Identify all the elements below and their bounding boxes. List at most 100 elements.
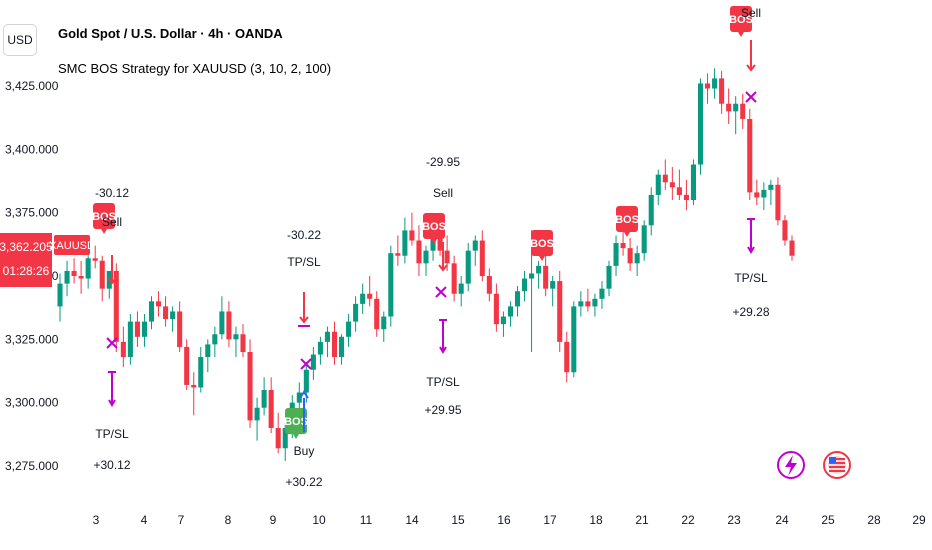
candle-body bbox=[775, 184, 781, 221]
candle-body bbox=[374, 298, 380, 330]
candle bbox=[613, 235, 619, 276]
bos-badge-label: BOS bbox=[284, 416, 308, 428]
x-tick-label: 25 bbox=[821, 513, 835, 527]
candle-body bbox=[78, 276, 84, 279]
bos-badge-bg bbox=[531, 230, 553, 256]
tp-marker bbox=[747, 218, 755, 254]
candle bbox=[444, 235, 450, 271]
candle bbox=[134, 311, 140, 347]
y-tick-label: 3,325.000 bbox=[5, 332, 59, 346]
candle-body bbox=[543, 265, 549, 289]
candle-body bbox=[507, 306, 513, 317]
candle bbox=[423, 245, 429, 276]
bos-badge: BOS bbox=[422, 213, 446, 244]
candle bbox=[374, 291, 380, 337]
candle bbox=[789, 235, 795, 261]
candle bbox=[240, 324, 246, 358]
tp-marker bbox=[439, 319, 447, 354]
candle bbox=[310, 346, 316, 380]
candle-body bbox=[296, 392, 302, 403]
bar-countdown: 01:28:26 bbox=[3, 264, 50, 278]
candle-body bbox=[233, 334, 239, 340]
candle-body bbox=[148, 301, 155, 322]
bos-badge: BOS bbox=[530, 230, 554, 261]
candle-body bbox=[458, 283, 464, 294]
candle bbox=[550, 276, 556, 307]
y-tick-label: 3,300.000 bbox=[5, 396, 59, 410]
candle-body bbox=[789, 240, 795, 256]
signals: -30.12BOSSellTP/SL+30.12BOSBuy+30.22-30.… bbox=[92, 6, 770, 489]
currency-selector[interactable]: USD bbox=[3, 24, 37, 56]
sell-arrow bbox=[438, 242, 448, 272]
lightning-icon[interactable] bbox=[777, 451, 805, 479]
candle-body bbox=[522, 278, 528, 292]
candle-body bbox=[395, 253, 401, 256]
bos-badge: BOS bbox=[284, 408, 308, 439]
signal-pnl: -30.12 bbox=[95, 186, 129, 200]
x-tick-label: 15 bbox=[451, 513, 465, 527]
y-tick-label: 3,275.000 bbox=[5, 459, 59, 473]
bos-badge: BOS bbox=[615, 206, 639, 237]
candle bbox=[381, 311, 387, 342]
candle-body bbox=[317, 341, 323, 355]
candle-body bbox=[346, 321, 352, 337]
candle bbox=[113, 263, 119, 352]
candle-body bbox=[247, 352, 253, 421]
candle bbox=[564, 331, 570, 383]
candle bbox=[346, 314, 352, 347]
candle-body bbox=[782, 220, 788, 241]
candle bbox=[761, 182, 767, 211]
bos-badge: BOS bbox=[729, 6, 753, 37]
candle bbox=[669, 167, 675, 200]
x-tick-label: 16 bbox=[497, 513, 511, 527]
bos-badge-bg bbox=[93, 203, 115, 229]
candles bbox=[57, 68, 795, 461]
candle-body bbox=[170, 311, 176, 320]
candle-body bbox=[303, 369, 309, 393]
bos-badge-pointer bbox=[293, 434, 299, 439]
signal-label: TP/SL bbox=[95, 427, 129, 441]
exit-cross-mark bbox=[106, 337, 118, 349]
us-flag-icon[interactable] bbox=[823, 451, 851, 479]
candle-body bbox=[409, 230, 415, 241]
candle-body bbox=[613, 243, 619, 266]
x-tick-label: 24 bbox=[775, 513, 789, 527]
candle bbox=[339, 334, 345, 365]
candle bbox=[726, 88, 732, 124]
candle bbox=[465, 243, 471, 292]
signal-label: TP/SL bbox=[734, 271, 768, 285]
candle-body bbox=[212, 334, 218, 345]
candle-body bbox=[712, 78, 718, 89]
x-tick-label: 23 bbox=[727, 513, 741, 527]
candle bbox=[557, 270, 563, 352]
x-tick-label: 29 bbox=[912, 513, 926, 527]
candle bbox=[740, 93, 746, 130]
candle-body bbox=[205, 344, 211, 358]
candle bbox=[676, 169, 682, 200]
signal-label: Sell bbox=[433, 186, 453, 200]
candle bbox=[402, 217, 408, 264]
candle bbox=[324, 326, 330, 358]
exit-cross-mark bbox=[435, 286, 447, 298]
candle bbox=[733, 96, 739, 135]
candle-body bbox=[85, 258, 91, 279]
candle bbox=[690, 159, 696, 206]
candle bbox=[78, 260, 84, 294]
candle-body bbox=[261, 390, 267, 408]
candle-body bbox=[282, 428, 288, 449]
last-price: 3,362.205 bbox=[0, 240, 53, 254]
candle-body bbox=[184, 346, 190, 385]
y-tick-label: 3,400.000 bbox=[5, 142, 59, 156]
candle-body bbox=[479, 240, 485, 276]
candle bbox=[331, 321, 338, 365]
candle bbox=[127, 314, 133, 365]
candle bbox=[705, 73, 711, 104]
candle bbox=[226, 301, 232, 347]
candle bbox=[92, 245, 98, 269]
candle bbox=[606, 260, 612, 297]
candle bbox=[768, 179, 774, 206]
candle bbox=[353, 296, 359, 332]
candle bbox=[148, 296, 155, 330]
tp-marker-head bbox=[747, 246, 755, 254]
